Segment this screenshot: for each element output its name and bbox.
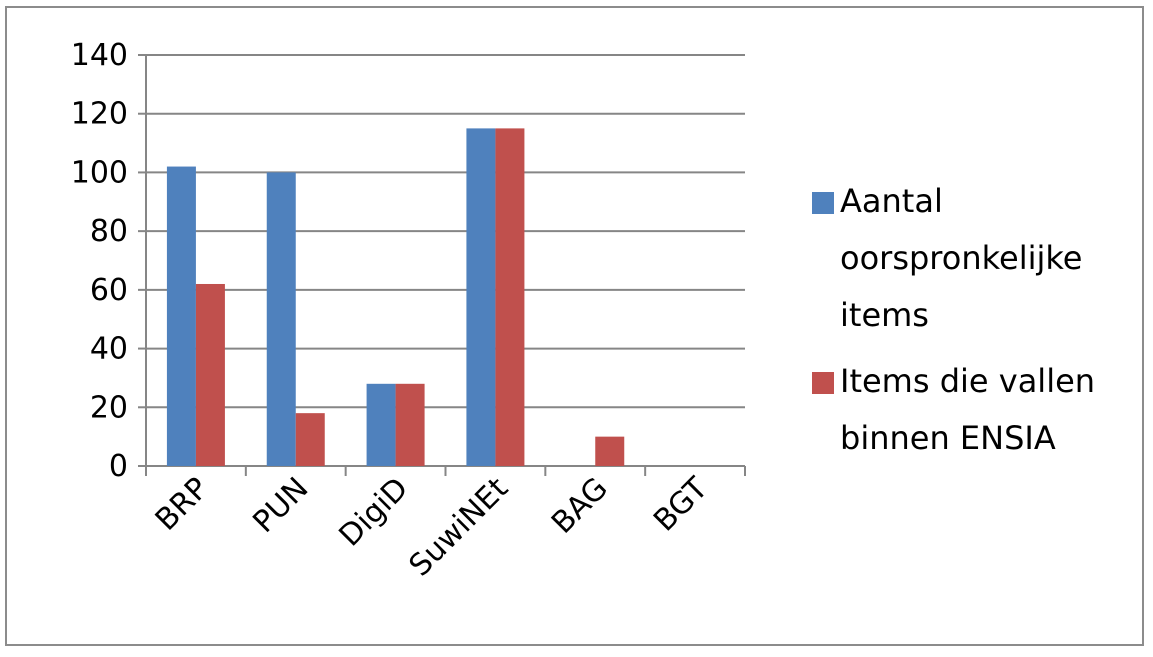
bars bbox=[166, 128, 625, 467]
bar-digid-series-2 bbox=[395, 383, 425, 466]
y-tick-labels: 0 20 40 60 80 100 120 140 bbox=[71, 38, 128, 484]
bar-pun-series-2 bbox=[295, 413, 325, 466]
y-tick-label: 100 bbox=[71, 155, 128, 190]
gridlines bbox=[146, 54, 745, 409]
bar-pun-series-1 bbox=[266, 172, 296, 466]
legend-label-1: Aantal oorspronkelijke items bbox=[840, 182, 1082, 334]
y-tick-label: 20 bbox=[90, 390, 128, 425]
x-tick-label: SuwiNEt bbox=[403, 471, 516, 584]
y-tick-label: 0 bbox=[109, 449, 128, 484]
legend-label-2: Items die vallen binnen ENSIA bbox=[840, 362, 1095, 457]
axes bbox=[138, 54, 746, 476]
bar-brp-series-1 bbox=[166, 166, 196, 467]
legend-swatch-1 bbox=[812, 192, 834, 214]
bar-suwinet-series-1 bbox=[466, 128, 496, 466]
bar-bag-series-2 bbox=[595, 436, 625, 466]
y-tick-label: 140 bbox=[71, 38, 128, 73]
x-tick-label: DigiD bbox=[333, 471, 416, 554]
y-tick-label: 40 bbox=[90, 332, 128, 367]
y-tick-label: 80 bbox=[90, 214, 128, 249]
x-tick-label: BAG bbox=[545, 471, 615, 541]
bar-suwinet-series-2 bbox=[495, 128, 525, 466]
y-tick-label: 60 bbox=[90, 273, 128, 308]
bar-digid-series-1 bbox=[366, 383, 396, 466]
bar-brp-series-2 bbox=[195, 283, 225, 466]
x-tick-label: BGT bbox=[647, 470, 715, 538]
y-tick-label: 120 bbox=[71, 97, 128, 132]
legend: Aantal oorspronkelijke items Items die vall… bbox=[812, 182, 1095, 457]
x-tick-label: PUN bbox=[246, 471, 315, 540]
x-tick-label: BRP bbox=[149, 471, 216, 538]
legend-swatch-2 bbox=[812, 372, 834, 394]
